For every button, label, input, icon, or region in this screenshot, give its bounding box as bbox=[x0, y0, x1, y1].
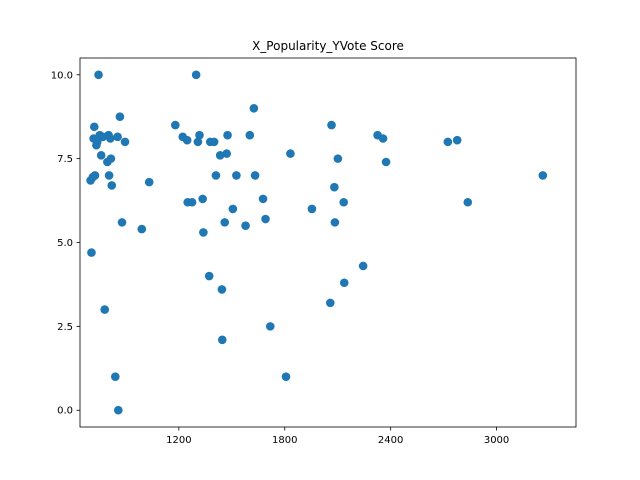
data-point bbox=[87, 248, 96, 257]
y-tick-label: 5.0 bbox=[57, 238, 73, 249]
data-point bbox=[89, 122, 99, 132]
x-tick-label: 3000 bbox=[484, 435, 509, 446]
data-point bbox=[325, 298, 335, 308]
data-point bbox=[249, 104, 259, 113]
data-point bbox=[463, 197, 473, 207]
data-point bbox=[245, 130, 255, 140]
y-tick-label: 10.0 bbox=[51, 70, 73, 81]
data-point bbox=[327, 120, 336, 130]
data-point bbox=[120, 137, 130, 147]
data-point bbox=[217, 285, 227, 294]
data-point bbox=[92, 137, 102, 147]
data-point bbox=[223, 130, 232, 140]
data-point bbox=[144, 177, 154, 187]
data-point bbox=[114, 405, 123, 415]
data-point bbox=[261, 214, 270, 224]
data-point bbox=[378, 134, 388, 143]
data-point bbox=[107, 181, 117, 190]
data-point bbox=[265, 322, 275, 331]
data-point bbox=[191, 70, 201, 80]
data-point bbox=[211, 171, 221, 180]
data-point bbox=[443, 137, 453, 147]
x-tick-label: 2400 bbox=[378, 435, 403, 446]
data-point bbox=[198, 194, 207, 204]
data-point bbox=[330, 182, 339, 192]
data-point bbox=[452, 135, 462, 145]
data-point bbox=[96, 150, 106, 160]
y-axis: 0.0 2.5 5.0 7.5 10.0 bbox=[51, 70, 80, 417]
data-point bbox=[281, 372, 291, 381]
data-point bbox=[241, 221, 250, 231]
data-points bbox=[86, 70, 548, 415]
data-point bbox=[104, 171, 114, 180]
data-point bbox=[106, 134, 115, 143]
data-point bbox=[538, 171, 548, 180]
data-point bbox=[222, 149, 231, 158]
data-point bbox=[171, 120, 180, 130]
data-point bbox=[182, 135, 192, 145]
data-point bbox=[199, 228, 208, 237]
data-point bbox=[333, 154, 343, 163]
data-point bbox=[258, 194, 268, 204]
data-point bbox=[117, 218, 127, 227]
data-point bbox=[307, 204, 317, 214]
data-point bbox=[137, 224, 147, 234]
data-point bbox=[220, 218, 230, 227]
data-point bbox=[94, 70, 103, 80]
chart-title: X_Popularity_YVote Score bbox=[252, 39, 404, 53]
data-point bbox=[286, 149, 295, 158]
data-point bbox=[232, 171, 241, 180]
data-point bbox=[358, 261, 368, 271]
data-point bbox=[250, 171, 260, 180]
x-axis: 1200 1800 2400 3000 bbox=[166, 427, 509, 446]
data-point bbox=[113, 132, 122, 142]
data-point bbox=[215, 150, 225, 160]
data-point bbox=[193, 137, 203, 147]
y-tick-label: 0.0 bbox=[57, 406, 73, 417]
data-point bbox=[209, 137, 219, 147]
data-point bbox=[115, 112, 125, 122]
plot-area bbox=[79, 57, 577, 428]
data-point bbox=[339, 278, 349, 288]
data-point bbox=[90, 171, 100, 180]
data-point bbox=[195, 130, 204, 140]
x-tick-label: 1200 bbox=[166, 435, 191, 446]
y-tick-label: 2.5 bbox=[57, 322, 73, 333]
data-point bbox=[330, 218, 340, 227]
data-point bbox=[204, 271, 214, 281]
data-point bbox=[106, 154, 116, 163]
data-point bbox=[228, 204, 238, 214]
x-tick-label: 1800 bbox=[272, 435, 297, 446]
data-point bbox=[381, 157, 391, 167]
data-point bbox=[111, 372, 120, 381]
data-point bbox=[187, 197, 197, 207]
data-point bbox=[217, 335, 227, 345]
data-point bbox=[100, 305, 110, 314]
y-tick-label: 7.5 bbox=[57, 154, 73, 165]
data-point bbox=[339, 197, 349, 207]
